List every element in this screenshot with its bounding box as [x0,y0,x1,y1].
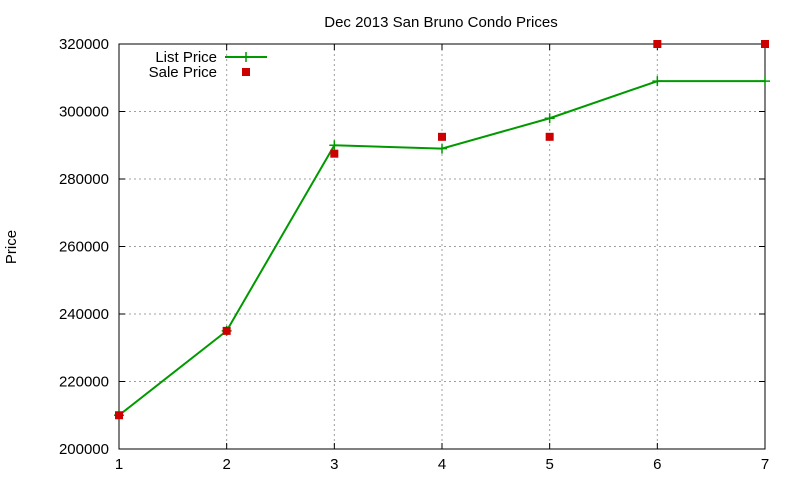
x-tick-label: 4 [438,456,446,473]
sale-price-point [222,326,231,335]
y-tick-label: 240000 [59,306,109,323]
axes: 200000 220000 240000 260000 280000 300000 3200… [59,36,769,473]
sale-price-point [330,149,339,158]
list-price-point [437,143,447,154]
sale-price-point [438,132,446,141]
list-price-point [544,113,555,124]
legend-label: List Price [155,49,217,66]
y-tick-label: 320000 [59,36,109,53]
x-tick-label: 2 [222,456,230,473]
sale-price-point [653,40,662,48]
sale-price-point [545,132,554,141]
legend-plus-marker [241,52,251,62]
series-list-price [114,76,770,421]
y-tick-label: 260000 [59,239,109,256]
y-tick-label: 200000 [59,441,109,458]
x-tick-label: 7 [761,456,769,473]
sale-price-point [761,40,769,48]
list-price-point [652,76,663,87]
chart-title: Dec 2013 San Bruno Condo Prices [324,14,557,31]
y-tick-label: 300000 [59,104,109,121]
y-axis-label: Price [3,230,20,264]
x-tick-label: 5 [545,456,553,473]
y-tick-label: 220000 [59,374,109,391]
x-tick-label: 1 [115,456,123,473]
x-tick-label: 3 [330,456,338,473]
x-tick-label: 6 [653,456,661,473]
list-price-point [760,76,770,87]
grid-lines [119,44,765,449]
legend-label: Sale Price [149,64,217,81]
legend-square-marker [242,68,250,76]
sale-price-point [115,411,123,420]
series-sale-price [115,40,769,420]
list-price-point [329,140,340,151]
y-tick-label: 280000 [59,171,109,188]
series-layer [114,40,770,421]
